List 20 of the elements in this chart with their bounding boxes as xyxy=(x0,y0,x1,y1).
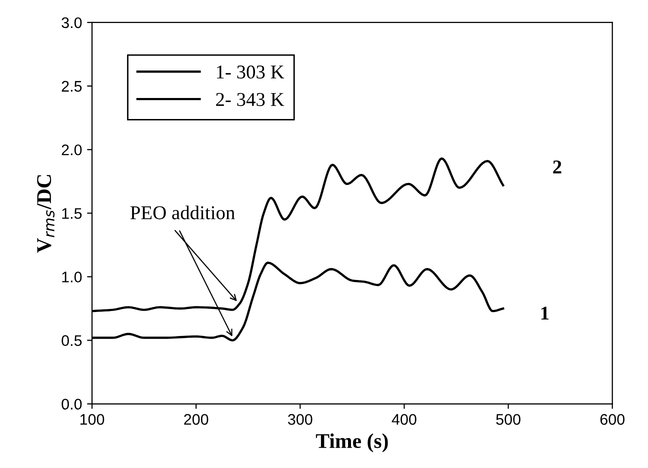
legend-label: 2- 343 K xyxy=(216,93,284,106)
y-tick-label: 3.0 xyxy=(62,17,82,28)
legend-label: 1- 303 K xyxy=(216,65,284,79)
x-tick-label: 200 xyxy=(184,414,208,425)
y-axis-title: V$_{rms}$/DC xyxy=(37,175,55,253)
y-tick-label: 1.5 xyxy=(62,208,82,219)
y-tick-label: 1.0 xyxy=(62,272,82,282)
annotation: PEO addition xyxy=(130,206,235,220)
y-tick-label: 2.0 xyxy=(62,144,82,156)
x-tick-label: 400 xyxy=(392,414,416,425)
y-tick-label: 0.0 xyxy=(62,398,82,410)
annotation: 1 xyxy=(541,306,549,320)
x-tick-label: 300 xyxy=(288,414,312,425)
x-tick-label: 600 xyxy=(600,414,625,425)
annotation: 2 xyxy=(553,160,562,174)
y-tick-label: 0.5 xyxy=(62,335,82,346)
x-tick-label: 500 xyxy=(496,414,520,425)
y-tick-label: 2.5 xyxy=(62,80,82,92)
x-axis-title: Time (s) xyxy=(316,433,388,452)
x-tick-label: 100 xyxy=(80,414,104,425)
